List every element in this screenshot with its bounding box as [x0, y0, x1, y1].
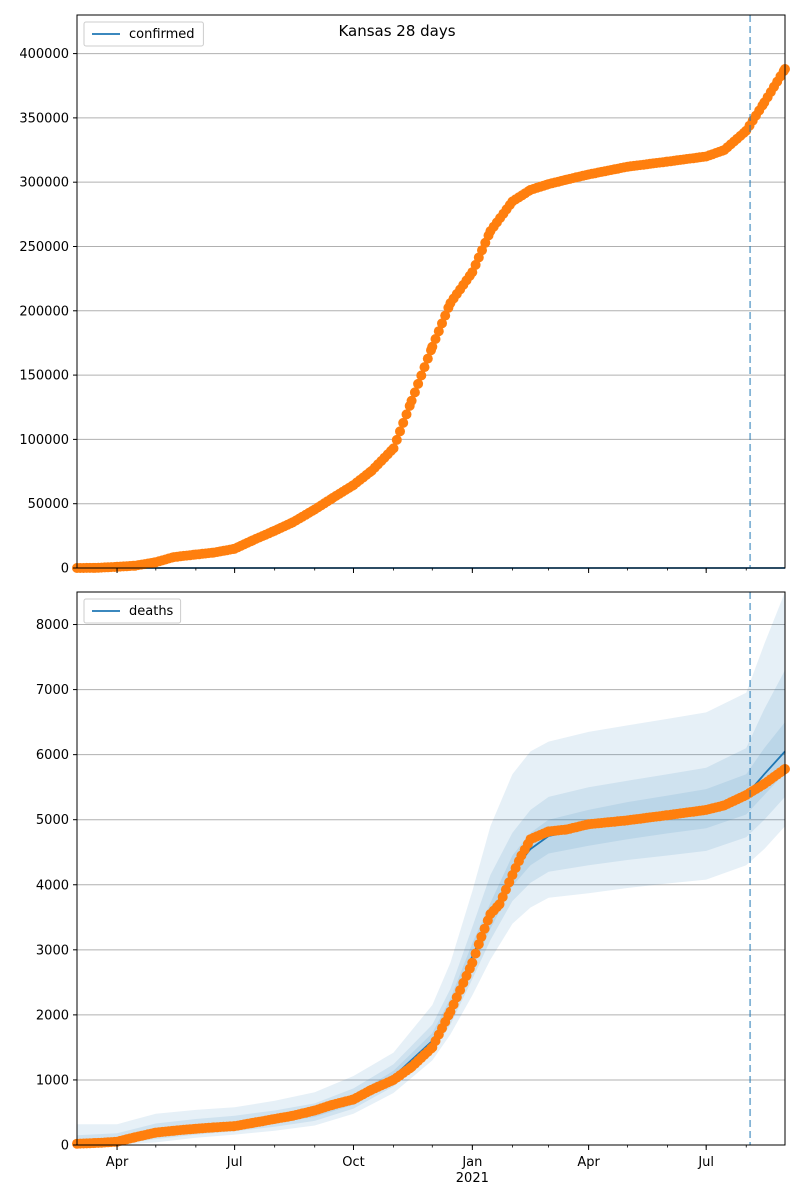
deaths-y-tick-label: 8000 [36, 618, 69, 633]
deaths-legend-box [83, 598, 182, 624]
confirmed-observed-point [401, 409, 412, 420]
confirmed-legend: confirmed [83, 21, 204, 47]
deaths-uncertainty-band [77, 670, 785, 1145]
deaths-y-tick-label: 0 [61, 1139, 69, 1154]
confirmed-observed-point [433, 326, 444, 337]
deaths-x-tick-label: Apr [577, 1155, 600, 1170]
deaths-observed-point [467, 957, 478, 968]
confirmed-y-tick-label: 150000 [19, 369, 69, 384]
confirmed-observed-point [398, 417, 409, 428]
deaths-observed-point [479, 923, 490, 934]
deaths-y-tick-label: 5000 [36, 813, 69, 828]
deaths-y-tick-label: 1000 [36, 1073, 69, 1088]
deaths-legend: deaths [83, 598, 182, 624]
confirmed-panel: 0 50000 100000 150000 200000 250000 300000 3500… [19, 14, 790, 577]
deaths-observed-point [476, 931, 487, 942]
deaths-observed-point [470, 948, 481, 959]
deaths-uncertainty-band [77, 722, 785, 1145]
deaths-axes-frame [76, 591, 786, 1146]
confirmed-legend-label: confirmed [129, 27, 195, 42]
confirmed-y-tick-label: 100000 [19, 433, 69, 448]
confirmed-observed-point [416, 370, 427, 381]
deaths-x-tick-label: 2021 [456, 1171, 489, 1186]
deaths-x-tick-label: Oct [342, 1155, 364, 1170]
deaths-y-tick-label: 2000 [36, 1008, 69, 1023]
deaths-x-tick-label: Jan [461, 1155, 482, 1170]
confirmed-observed-point [419, 362, 430, 373]
deaths-y-tick-label: 4000 [36, 878, 69, 893]
deaths-x-tick-label: Apr [106, 1155, 129, 1170]
deaths-observed-points [72, 764, 790, 1149]
deaths-y-tick-label: 6000 [36, 748, 69, 763]
confirmed-observed-points [72, 64, 790, 573]
confirmed-y-tick-label: 0 [61, 562, 69, 577]
confirmed-axes-frame [76, 14, 786, 569]
confirmed-observed-point [388, 443, 399, 454]
deaths-y-axis: 0 1000 2000 3000 4000 5000 6000 7000 8000 [36, 618, 77, 1154]
confirmed-observed-point [406, 395, 417, 406]
confirmed-observed-point [427, 341, 438, 352]
confirmed-y-tick-label: 400000 [19, 47, 69, 62]
confirmed-observed-point [413, 378, 424, 389]
confirmed-y-tick-label: 350000 [19, 111, 69, 126]
chart-title: Kansas 28 days [338, 22, 455, 40]
deaths-x-tick-label: Jul [697, 1155, 714, 1170]
confirmed-y-tick-label: 200000 [19, 304, 69, 319]
confirmed-observed-point [430, 334, 441, 344]
confirmed-legend-box [83, 21, 204, 47]
confirmed-observed-point [395, 426, 405, 437]
confirmed-y-tick-label: 250000 [19, 240, 69, 255]
confirmed-observed-point [391, 434, 402, 445]
confirmed-x-axis [116, 568, 747, 573]
deaths-legend-label: deaths [129, 604, 174, 619]
confirmed-observed-point [422, 353, 433, 364]
confirmed-observed-point [437, 318, 447, 329]
deaths-panel: 0 1000 2000 3000 4000 5000 6000 7000 8000 Apr Jul… [36, 591, 790, 1186]
deaths-y-tick-label: 7000 [36, 683, 69, 698]
confirmed-y-axis: 0 50000 100000 150000 200000 250000 300000 3500… [19, 47, 77, 577]
confirmed-observed-point [440, 310, 451, 321]
deaths-uncertainty-band [77, 592, 785, 1145]
deaths-x-tick-label: Jul [226, 1155, 243, 1170]
deaths-bands [77, 592, 785, 1145]
confirmed-y-tick-label: 50000 [28, 497, 69, 512]
deaths-y-tick-label: 3000 [36, 943, 69, 958]
confirmed-y-tick-label: 300000 [19, 176, 69, 191]
confirmed-observed-point [409, 387, 420, 398]
